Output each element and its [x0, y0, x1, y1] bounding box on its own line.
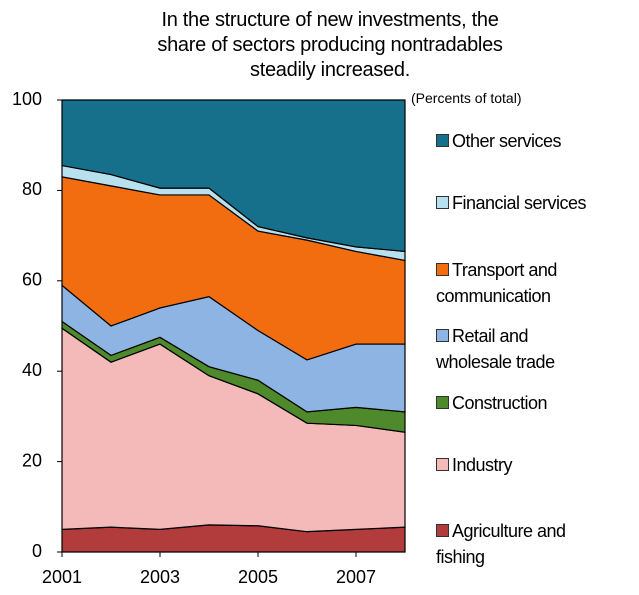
legend-swatch — [436, 396, 449, 409]
legend-swatch — [436, 524, 449, 537]
y-tick-label: 80 — [22, 179, 42, 199]
legend-label: Retail and wholesale trade — [436, 326, 555, 372]
chart-title: In the structure of new investments, the… — [157, 9, 503, 81]
x-tick-label: 2007 — [336, 567, 376, 587]
x-tick-label: 2001 — [42, 567, 82, 587]
legend-item: Construction — [436, 390, 606, 416]
legend-item: Industry — [436, 452, 606, 478]
y-tick-label: 40 — [22, 360, 42, 380]
y-tick-label: 60 — [22, 270, 42, 290]
legend-swatch — [436, 196, 449, 209]
legend-label: Construction — [452, 393, 548, 413]
area — [61, 99, 406, 253]
y-tick-label: 0 — [32, 541, 42, 561]
legend-label: Agriculture and fishing — [436, 521, 566, 567]
legend-item: Retail and wholesale trade — [436, 323, 606, 375]
legend-label: Other services — [452, 131, 562, 151]
legend-swatch — [436, 329, 449, 342]
x-tick-label: 2005 — [238, 567, 278, 587]
y-tick-label: 100 — [12, 89, 42, 109]
legend-label: Industry — [452, 455, 513, 475]
legend-item: Other services — [436, 128, 606, 154]
legend-item: Transport and communication — [436, 257, 606, 309]
legend-swatch — [436, 458, 449, 471]
legend-label: Financial services — [452, 193, 587, 213]
chart-subtitle: (Percents of total) — [411, 90, 522, 106]
y-tick-label: 20 — [22, 450, 42, 470]
legend-item: Agriculture and fishing — [436, 518, 606, 570]
legend-label: Transport and communication — [436, 260, 557, 306]
legend-swatch — [436, 134, 449, 147]
x-tick-label: 2003 — [140, 567, 180, 587]
legend-item: Financial services — [436, 190, 606, 216]
legend-swatch — [436, 263, 449, 276]
